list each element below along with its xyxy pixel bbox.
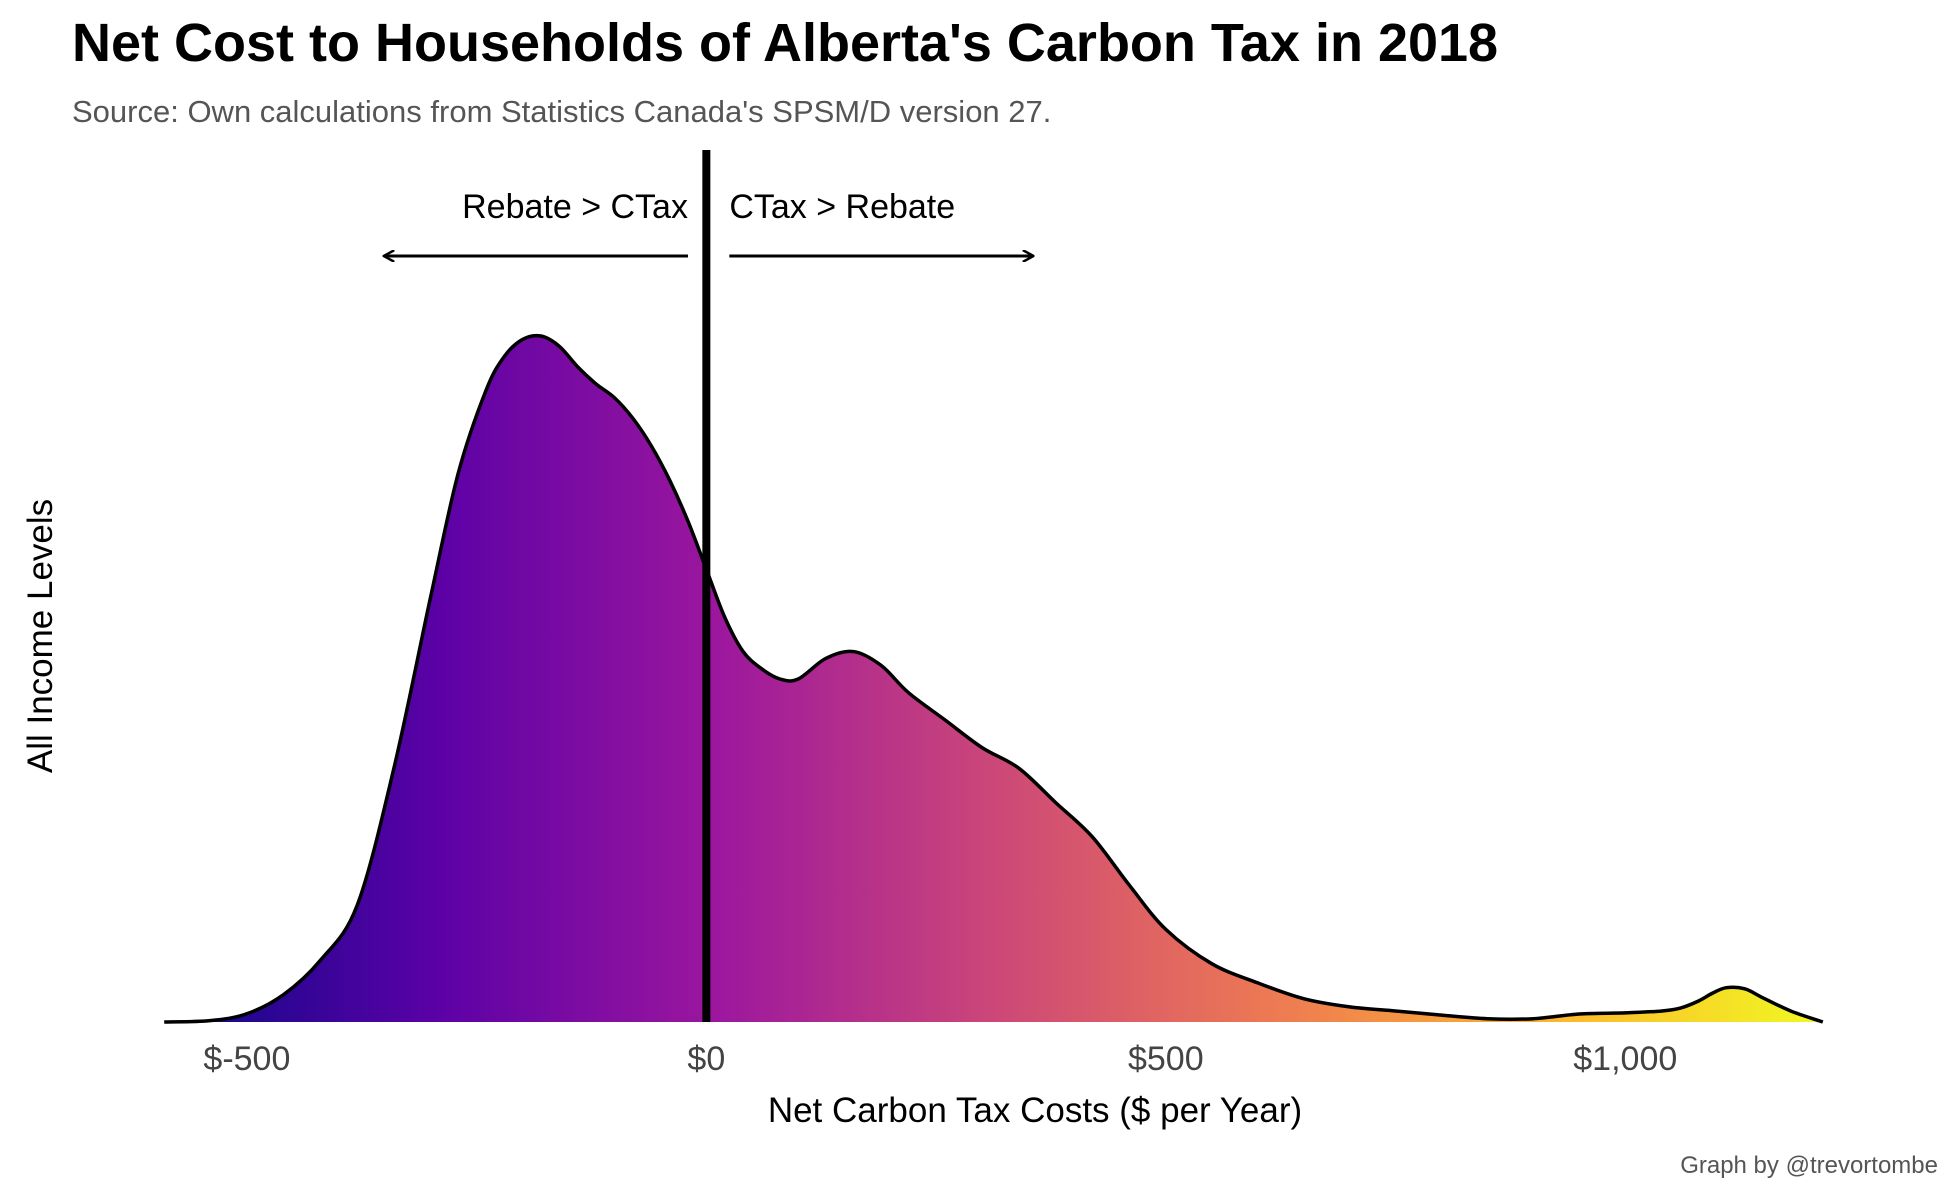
chart-title: Net Cost to Households of Alberta's Carb… [72, 13, 1499, 73]
chart-subtitle: Source: Own calculations from Statistics… [72, 94, 1052, 129]
caption: Graph by @trevortombe [1680, 1152, 1938, 1179]
x-tick-label: $1,000 [1573, 1040, 1677, 1078]
x-tick-label: $0 [687, 1040, 725, 1078]
annotation-label-rebate-exceeds-ctax: Rebate > CTax [462, 188, 688, 226]
x-axis-title: Net Carbon Tax Costs ($ per Year) [768, 1091, 1302, 1130]
density-area [164, 335, 1823, 1022]
x-tick-label: $500 [1128, 1040, 1204, 1078]
y-axis-title: All Income Levels [21, 499, 60, 773]
annotation-label-ctax-exceeds-rebate: CTax > Rebate [729, 188, 955, 226]
density-outline [164, 333, 1824, 1024]
x-tick-label: $-500 [203, 1040, 290, 1078]
